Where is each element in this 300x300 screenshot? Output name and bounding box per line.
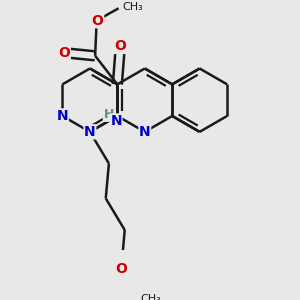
- Text: N: N: [57, 109, 68, 123]
- Text: H: H: [103, 108, 114, 121]
- Text: O: O: [58, 46, 70, 60]
- Text: CH₃: CH₃: [122, 2, 143, 12]
- Text: O: O: [92, 14, 103, 28]
- Text: N: N: [84, 125, 96, 139]
- Text: N: N: [110, 114, 122, 128]
- Text: O: O: [116, 262, 128, 276]
- Text: N: N: [139, 125, 151, 139]
- Text: CH₃: CH₃: [140, 294, 161, 300]
- Text: O: O: [114, 39, 126, 53]
